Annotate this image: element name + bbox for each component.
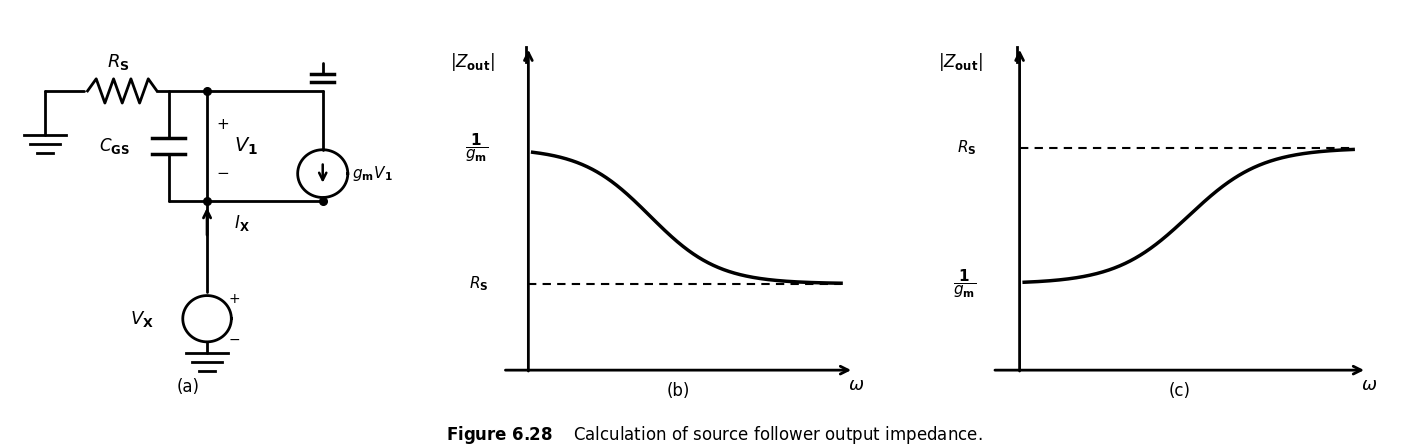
Text: $+$: $+$ [228, 292, 240, 306]
Text: $\mathbf{Figure\ 6.28}$    Calculation of source follower output impedance.: $\mathbf{Figure\ 6.28}$ Calculation of s… [446, 424, 982, 446]
Text: $-$: $-$ [216, 164, 228, 179]
Text: $|\mathbf{\mathit{Z}_{out}}|$: $|\mathbf{\mathit{Z}_{out}}|$ [938, 51, 982, 73]
Text: (a): (a) [176, 378, 200, 396]
Text: $\mathbf{\mathit{R}_S}$: $\mathbf{\mathit{R}_S}$ [470, 274, 488, 293]
Text: $|\mathbf{\mathit{Z}_{out}}|$: $|\mathbf{\mathit{Z}_{out}}|$ [450, 51, 496, 73]
Text: (c): (c) [1168, 382, 1191, 400]
Text: $-$: $-$ [228, 332, 240, 346]
Text: $\mathbf{\mathit{V}}_\mathbf{X}$: $\mathbf{\mathit{V}}_\mathbf{X}$ [130, 309, 153, 329]
Text: $\mathbf{\mathit{V}}_\mathbf{1}$: $\mathbf{\mathit{V}}_\mathbf{1}$ [234, 135, 257, 157]
Text: $\omega$: $\omega$ [1361, 376, 1378, 394]
Text: $\mathbf{\dfrac{1}{\mathit{g}_m}}$: $\mathbf{\dfrac{1}{\mathit{g}_m}}$ [466, 132, 488, 164]
Text: $+$: $+$ [216, 116, 228, 132]
Text: $\mathbf{\mathit{I}}_\mathbf{X}$: $\mathbf{\mathit{I}}_\mathbf{X}$ [234, 213, 250, 233]
Text: $\mathbf{\mathit{R}}_\mathbf{S}$: $\mathbf{\mathit{R}}_\mathbf{S}$ [107, 52, 130, 72]
Text: $\omega$: $\omega$ [848, 376, 864, 394]
Text: $\mathbf{\dfrac{1}{\mathit{g}_m}}$: $\mathbf{\dfrac{1}{\mathit{g}_m}}$ [952, 267, 977, 300]
Text: $\mathbf{\mathit{R}_S}$: $\mathbf{\mathit{R}_S}$ [957, 138, 977, 157]
Text: $\mathbf{\mathit{C}}_\mathbf{GS}$: $\mathbf{\mathit{C}}_\mathbf{GS}$ [99, 136, 130, 156]
Text: $\mathbf{\mathit{g}}_\mathbf{m}\mathbf{\mathit{V}}_\mathbf{1}$: $\mathbf{\mathit{g}}_\mathbf{m}\mathbf{\… [351, 164, 393, 183]
Text: (b): (b) [667, 382, 690, 400]
